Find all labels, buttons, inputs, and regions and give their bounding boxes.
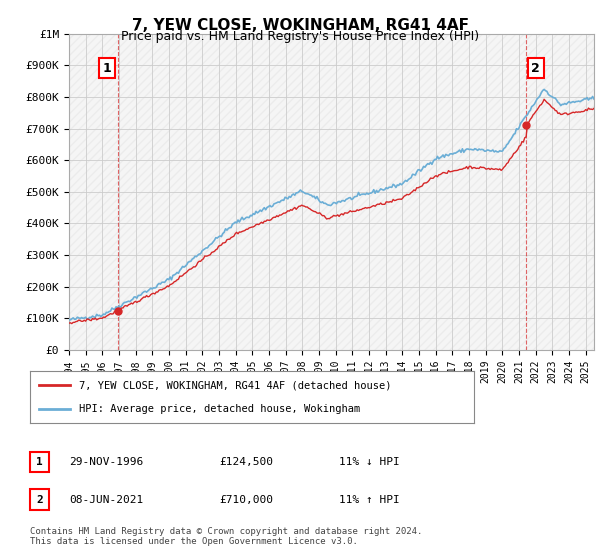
Text: £710,000: £710,000 (219, 494, 273, 505)
Text: 2: 2 (36, 494, 43, 505)
Text: 08-JUN-2021: 08-JUN-2021 (69, 494, 143, 505)
Text: Contains HM Land Registry data © Crown copyright and database right 2024.
This d: Contains HM Land Registry data © Crown c… (30, 526, 422, 546)
Text: Price paid vs. HM Land Registry's House Price Index (HPI): Price paid vs. HM Land Registry's House … (121, 30, 479, 43)
Text: £124,500: £124,500 (219, 457, 273, 467)
Text: 1: 1 (103, 62, 112, 74)
Text: 1: 1 (36, 457, 43, 467)
Text: HPI: Average price, detached house, Wokingham: HPI: Average price, detached house, Woki… (79, 404, 360, 414)
Text: 11% ↑ HPI: 11% ↑ HPI (339, 494, 400, 505)
Text: 7, YEW CLOSE, WOKINGHAM, RG41 4AF: 7, YEW CLOSE, WOKINGHAM, RG41 4AF (131, 18, 469, 33)
Text: 11% ↓ HPI: 11% ↓ HPI (339, 457, 400, 467)
Text: 7, YEW CLOSE, WOKINGHAM, RG41 4AF (detached house): 7, YEW CLOSE, WOKINGHAM, RG41 4AF (detac… (79, 380, 391, 390)
Text: 2: 2 (532, 62, 540, 74)
Text: 29-NOV-1996: 29-NOV-1996 (69, 457, 143, 467)
